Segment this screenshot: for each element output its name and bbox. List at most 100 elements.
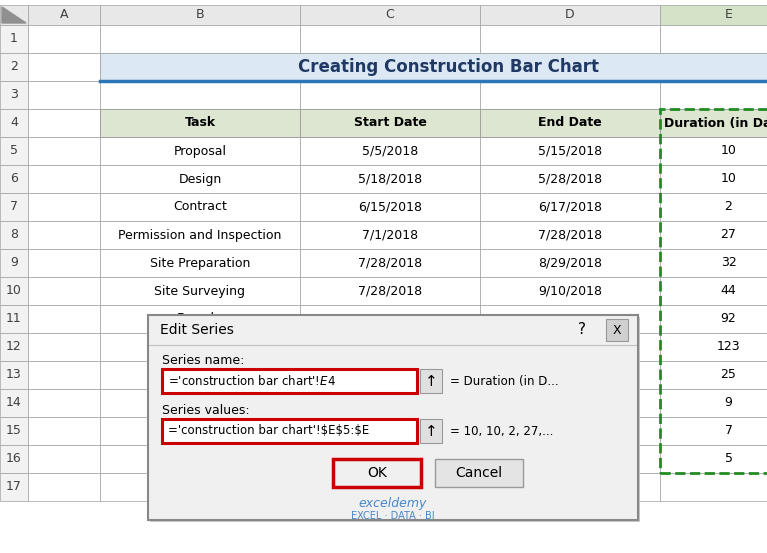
Text: 17: 17 xyxy=(6,481,22,493)
Text: A: A xyxy=(60,8,68,22)
Bar xyxy=(660,473,767,501)
Text: Permission and Inspection: Permission and Inspection xyxy=(118,228,281,242)
Bar xyxy=(0,165,28,193)
Bar xyxy=(300,473,480,501)
Bar xyxy=(100,221,300,249)
Bar xyxy=(660,389,767,417)
Bar xyxy=(28,417,100,445)
Bar xyxy=(100,361,300,389)
Bar xyxy=(480,277,660,305)
Bar xyxy=(660,249,767,277)
Bar xyxy=(100,277,300,305)
Bar xyxy=(100,5,300,25)
Bar xyxy=(480,193,660,221)
Text: Contract: Contract xyxy=(173,201,227,213)
Bar xyxy=(300,53,480,81)
Bar xyxy=(28,249,100,277)
Text: 8: 8 xyxy=(10,228,18,242)
Text: EXCEL · DATA · BI: EXCEL · DATA · BI xyxy=(351,511,435,521)
Text: 15: 15 xyxy=(6,425,22,437)
Bar xyxy=(0,109,28,137)
Bar xyxy=(28,137,100,165)
Bar xyxy=(300,305,480,333)
Text: X: X xyxy=(613,324,621,336)
Text: 9: 9 xyxy=(10,257,18,269)
Text: 7: 7 xyxy=(725,425,732,437)
Bar xyxy=(480,137,660,165)
Text: 16: 16 xyxy=(6,452,22,466)
Bar xyxy=(28,5,100,25)
Text: 2: 2 xyxy=(725,201,732,213)
Bar xyxy=(420,419,442,443)
Text: 92: 92 xyxy=(721,312,736,326)
Text: 7/28/2018: 7/28/2018 xyxy=(358,257,422,269)
Bar xyxy=(28,165,100,193)
Bar xyxy=(0,333,28,361)
Bar xyxy=(0,137,28,165)
Text: 10: 10 xyxy=(720,144,736,158)
Bar xyxy=(162,369,417,393)
Bar xyxy=(300,165,480,193)
Text: 11: 11 xyxy=(6,312,22,326)
Text: Cancel: Cancel xyxy=(456,466,502,480)
Bar xyxy=(300,193,480,221)
Bar xyxy=(300,221,480,249)
Bar xyxy=(480,305,660,333)
Text: Site Surveying: Site Surveying xyxy=(154,284,245,298)
Bar xyxy=(0,81,28,109)
Text: Task: Task xyxy=(184,117,216,129)
Text: 5/15/2018: 5/15/2018 xyxy=(538,144,602,158)
Text: C: C xyxy=(386,8,394,22)
Bar xyxy=(0,305,28,333)
Text: E: E xyxy=(725,8,732,22)
Text: 32: 32 xyxy=(721,257,736,269)
Text: ↑: ↑ xyxy=(425,373,437,389)
Bar xyxy=(480,445,660,473)
Bar xyxy=(0,221,28,249)
Bar xyxy=(28,193,100,221)
Text: 1: 1 xyxy=(10,33,18,45)
Bar xyxy=(300,5,480,25)
Bar xyxy=(0,417,28,445)
Text: 14: 14 xyxy=(6,397,22,410)
Bar xyxy=(28,389,100,417)
Text: 5/28/2018: 5/28/2018 xyxy=(538,173,602,185)
Bar xyxy=(28,53,100,81)
Bar xyxy=(420,369,442,393)
Text: 7/1/2018: 7/1/2018 xyxy=(362,228,418,242)
Bar xyxy=(28,473,100,501)
Bar xyxy=(100,249,300,277)
Text: = Duration (in D...: = Duration (in D... xyxy=(450,374,558,388)
Text: 6/17/2018: 6/17/2018 xyxy=(538,201,602,213)
Bar xyxy=(660,445,767,473)
Bar xyxy=(435,459,523,487)
Text: 9: 9 xyxy=(725,397,732,410)
Bar xyxy=(0,389,28,417)
Bar xyxy=(28,25,100,53)
Text: 7/28/2018: 7/28/2018 xyxy=(358,284,422,298)
Bar xyxy=(100,25,300,53)
Text: 25: 25 xyxy=(720,368,736,382)
Bar xyxy=(100,165,300,193)
Bar xyxy=(480,333,660,361)
Bar xyxy=(606,319,628,341)
Bar xyxy=(100,109,300,137)
Bar xyxy=(0,193,28,221)
Bar xyxy=(480,5,660,25)
Text: Series values:: Series values: xyxy=(162,404,249,418)
Bar xyxy=(300,389,480,417)
Text: Applia: Applia xyxy=(180,452,219,466)
Text: 6/15/2018: 6/15/2018 xyxy=(358,201,422,213)
Text: Interior F: Interior F xyxy=(172,368,229,382)
Text: 5/5/2018: 5/5/2018 xyxy=(362,144,418,158)
Bar xyxy=(660,81,767,109)
Bar xyxy=(100,137,300,165)
Bar xyxy=(100,473,300,501)
Bar xyxy=(480,25,660,53)
Bar xyxy=(100,389,300,417)
Bar xyxy=(0,5,28,25)
Bar xyxy=(0,53,28,81)
Bar xyxy=(660,277,767,305)
Text: Start Date: Start Date xyxy=(354,117,426,129)
Bar xyxy=(660,53,767,81)
